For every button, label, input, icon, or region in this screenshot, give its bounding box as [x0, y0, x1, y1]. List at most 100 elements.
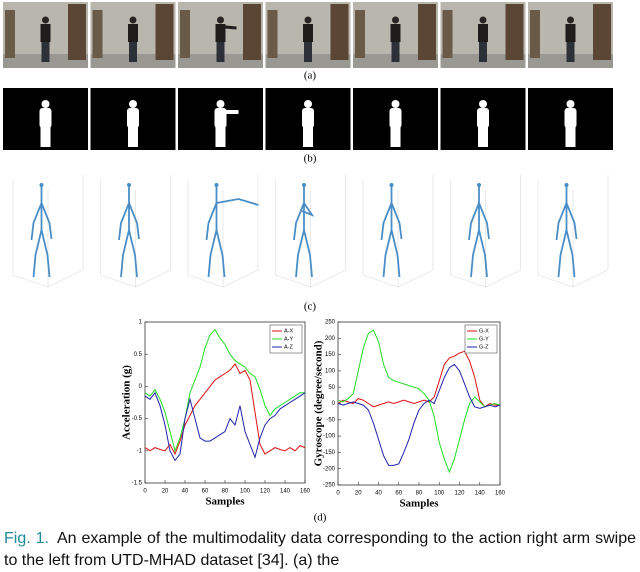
- person-head: [217, 16, 224, 24]
- person-legs: [304, 42, 312, 62]
- person-body: [303, 24, 313, 42]
- bookshelf: [330, 4, 349, 60]
- silhouette-legs: [40, 127, 51, 147]
- skeleton-head: [39, 183, 44, 187]
- y-tick-label: -0.5: [132, 416, 143, 422]
- legend-label: A-Z: [284, 344, 294, 350]
- y-tick-label: -50: [326, 417, 335, 423]
- person-body: [128, 24, 138, 42]
- skeleton-head: [477, 183, 481, 187]
- y-tick-label: 0: [332, 401, 336, 407]
- person-body: [478, 24, 488, 42]
- x-tick-label: 60: [395, 491, 402, 497]
- skeleton: [380, 185, 403, 278]
- x-tick-label: 100: [434, 491, 445, 497]
- x-tick-label: 160: [300, 489, 311, 495]
- x-tick-label: 60: [202, 489, 209, 495]
- silhouette-body: [39, 108, 52, 128]
- silhouette-body: [127, 108, 139, 128]
- x-tick-label: 20: [162, 489, 169, 495]
- skeleton-axes: [275, 175, 346, 288]
- bookshelf: [355, 10, 365, 58]
- x-tick-label: 0: [143, 489, 147, 495]
- data-line: [144, 391, 306, 462]
- skeleton: [555, 185, 578, 278]
- data-line: [337, 329, 501, 474]
- silhouette-legs: [390, 127, 401, 147]
- y-tick-label: 150: [325, 352, 336, 358]
- y-axis-label: Gyroscope (degree/second): [313, 340, 325, 466]
- legend-label: G-Z: [479, 344, 489, 350]
- page: { "panel_labels": ["(a)", "(b)", "(c)", …: [3, 2, 636, 569]
- y-tick-label: 200: [325, 336, 336, 342]
- panel-label: (a): [304, 70, 317, 82]
- silhouette-legs: [128, 127, 138, 147]
- person-head: [129, 16, 137, 24]
- bookshelf: [180, 10, 190, 58]
- silhouette-legs: [215, 127, 226, 147]
- skeleton: [30, 185, 53, 278]
- legend-label: G-Y: [479, 336, 489, 342]
- panel-label: (d): [314, 512, 327, 524]
- person-body: [565, 24, 576, 42]
- silhouette-body: [564, 108, 577, 128]
- silhouette-legs: [478, 127, 488, 147]
- bookshelf: [505, 4, 524, 60]
- x-tick-label: 160: [495, 491, 506, 497]
- y-tick-label: 50: [328, 385, 335, 391]
- x-tick-label: 0: [336, 491, 340, 497]
- x-tick-label: 120: [454, 491, 465, 497]
- skeleton-axes: [187, 175, 259, 288]
- person-body: [390, 24, 401, 42]
- bookshelf: [530, 10, 540, 58]
- y-tick-label: -250: [323, 483, 336, 489]
- y-tick-label: 0: [139, 384, 143, 390]
- person-legs: [391, 42, 400, 62]
- person-head: [304, 16, 312, 24]
- x-tick-label: 80: [416, 491, 423, 497]
- legend-label: A-Y: [284, 336, 294, 342]
- skeleton-head: [389, 183, 394, 187]
- x-tick-label: 140: [475, 491, 486, 497]
- person-legs: [479, 42, 487, 62]
- skeleton-axes: [100, 175, 171, 288]
- legend-label: A-X: [284, 328, 294, 334]
- silhouette-head: [41, 100, 50, 108]
- silhouette-body: [389, 108, 402, 128]
- silhouette-legs: [565, 127, 576, 147]
- y-tick-label: -1.5: [132, 481, 143, 487]
- x-tick-label: 20: [355, 491, 362, 497]
- person-legs: [129, 42, 137, 62]
- y-tick-label: 0.5: [134, 352, 143, 358]
- y-axis-label: Acceleration (g): [121, 365, 133, 440]
- data-line: [337, 350, 500, 408]
- silhouette-head: [304, 100, 312, 108]
- caption-label: Fig. 1.: [4, 530, 49, 547]
- silhouette-head: [129, 100, 137, 108]
- bookshelf: [418, 4, 436, 60]
- skeleton-axes: [362, 175, 434, 288]
- y-tick-label: 1: [139, 320, 143, 326]
- person-head: [42, 16, 49, 24]
- silhouette-head: [479, 100, 487, 108]
- skeleton-head: [564, 183, 569, 187]
- person-head: [479, 16, 487, 24]
- bookshelf: [68, 4, 86, 60]
- y-tick-label: 100: [325, 368, 336, 374]
- person-body: [40, 24, 51, 42]
- bookshelf: [155, 4, 174, 60]
- x-tick-label: 40: [182, 489, 189, 495]
- data-line: [144, 362, 306, 456]
- panel-label: (c): [304, 301, 317, 313]
- y-tick-label: -150: [323, 450, 336, 456]
- data-line: [337, 363, 501, 466]
- skeleton-head: [302, 183, 306, 187]
- x-tick-label: 140: [280, 489, 291, 495]
- skeleton-axes: [450, 175, 521, 288]
- silhouette-head: [216, 100, 225, 108]
- bookshelf: [442, 10, 453, 58]
- caption-text: An example of the multimodality data cor…: [4, 530, 636, 569]
- bookshelf: [267, 10, 278, 58]
- y-tick-label: 250: [325, 320, 336, 326]
- person-body: [215, 24, 226, 42]
